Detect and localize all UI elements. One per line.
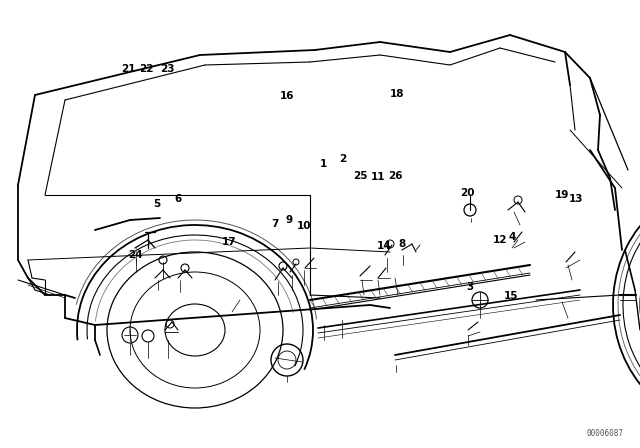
Text: 1: 1 xyxy=(319,159,327,168)
Text: 14: 14 xyxy=(377,241,391,251)
Text: 24: 24 xyxy=(129,250,143,260)
Text: 23: 23 xyxy=(161,65,175,74)
Text: 13: 13 xyxy=(569,194,583,204)
Text: 18: 18 xyxy=(390,89,404,99)
Text: 22: 22 xyxy=(139,65,153,74)
Text: 7: 7 xyxy=(271,219,279,229)
Text: 6: 6 xyxy=(174,194,182,204)
Text: 10: 10 xyxy=(297,221,311,231)
Text: 00006087: 00006087 xyxy=(586,429,623,438)
Text: 20: 20 xyxy=(460,188,474,198)
Text: 25: 25 xyxy=(353,171,367,181)
Text: 16: 16 xyxy=(280,91,294,101)
Text: 21: 21 xyxy=(121,65,135,74)
Text: 9: 9 xyxy=(285,215,293,224)
Text: 2: 2 xyxy=(339,154,346,164)
Text: 5: 5 xyxy=(153,199,161,209)
Text: 4: 4 xyxy=(508,233,516,242)
Text: 8: 8 xyxy=(398,239,406,249)
Text: 11: 11 xyxy=(371,172,385,182)
Text: 3: 3 xyxy=(467,282,474,292)
Text: 12: 12 xyxy=(493,235,508,245)
Text: 15: 15 xyxy=(504,291,518,301)
Text: 17: 17 xyxy=(222,237,236,247)
Text: 26: 26 xyxy=(388,171,402,181)
Text: 19: 19 xyxy=(555,190,569,200)
